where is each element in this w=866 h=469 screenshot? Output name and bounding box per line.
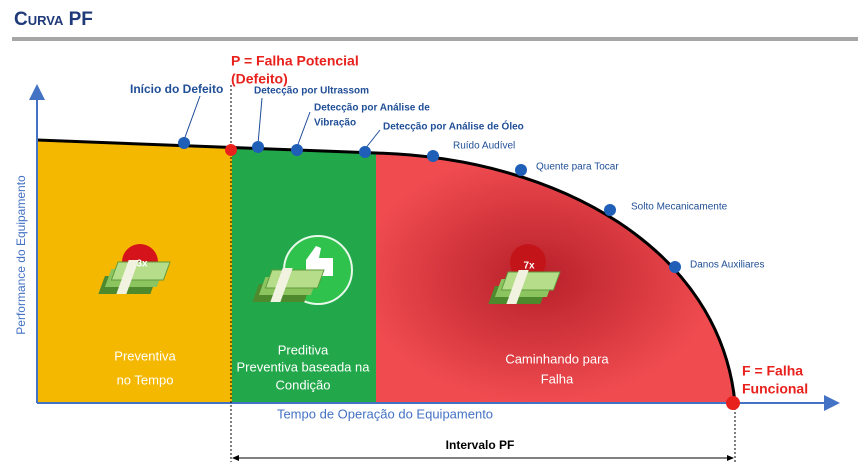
marker-dot xyxy=(178,137,190,149)
marker-label: Quente para Tocar xyxy=(536,162,619,173)
f-dot xyxy=(726,396,740,410)
marker-dot xyxy=(604,204,616,216)
title: Curva PF xyxy=(14,9,93,30)
cost-label: 7x xyxy=(523,261,535,272)
marker-label: Vibração xyxy=(314,118,356,129)
marker-dot xyxy=(359,146,371,158)
region-label: no Tempo xyxy=(117,372,174,387)
region-label: Caminhando para xyxy=(505,351,609,366)
p-dot xyxy=(225,144,237,156)
region-label: Falha xyxy=(541,371,574,386)
p-label: (Defeito) xyxy=(231,71,288,87)
marker-dot xyxy=(427,150,439,162)
marker-label: Início do Defeito xyxy=(130,82,223,96)
leader xyxy=(257,97,263,145)
f-label: F = Falha xyxy=(742,363,803,379)
leader xyxy=(364,129,381,150)
region-label: Preventiva baseada na xyxy=(237,359,371,374)
thumb-icon xyxy=(306,246,333,276)
interval-label: Intervalo PF xyxy=(446,438,515,452)
marker-dots xyxy=(178,95,681,273)
x-axis-label: Tempo de Operação do Equipamento xyxy=(277,406,493,421)
marker-dot xyxy=(252,141,264,153)
region-label: Preventiva xyxy=(114,348,176,363)
marker-label: Danos Auxiliares xyxy=(690,260,764,271)
marker-dot xyxy=(669,261,681,273)
marker-label: Detecção por Ultrassom xyxy=(254,86,369,97)
region-label: Condição xyxy=(276,377,331,392)
f-label: Funcional xyxy=(742,381,808,397)
leader xyxy=(296,111,311,148)
marker-label: Ruído Audível xyxy=(453,141,515,152)
marker-label: Detecção por Análise de xyxy=(314,103,430,114)
marker-label: Solto Mecanicamente xyxy=(631,202,728,213)
p-label: P = Falha Potencial xyxy=(231,53,359,69)
region-label: Preditiva xyxy=(278,342,329,357)
leader xyxy=(183,95,201,141)
cost-label: 3x xyxy=(136,259,148,270)
y-axis-label: Performance do Equipamento xyxy=(14,175,28,335)
marker-label: Detecção por Análise de Óleo xyxy=(383,120,524,133)
marker-dot xyxy=(291,144,303,156)
marker-dot xyxy=(515,164,527,176)
